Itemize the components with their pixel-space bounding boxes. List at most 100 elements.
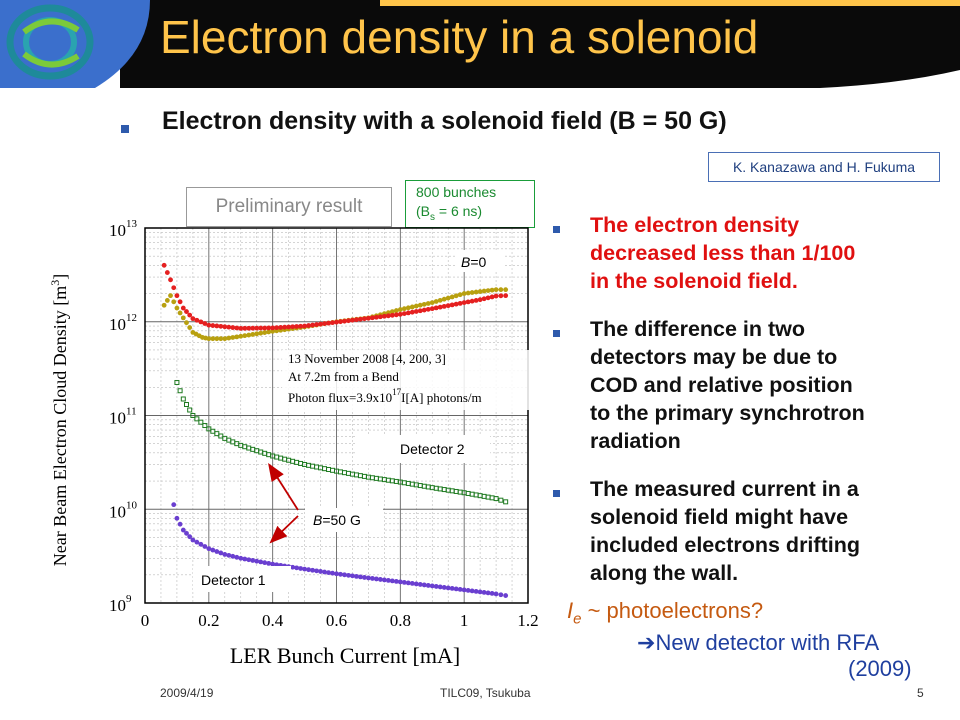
data-point	[481, 288, 487, 294]
data-point	[342, 572, 347, 578]
data-point	[278, 455, 284, 461]
detector2-label: Detector 2	[400, 441, 465, 457]
x-tick-label: 1	[460, 611, 469, 630]
data-point	[161, 262, 167, 268]
data-point	[246, 557, 252, 563]
data-point	[437, 584, 443, 590]
x-tick-label: 0.8	[390, 611, 411, 630]
data-point	[421, 307, 427, 313]
data-point	[453, 488, 459, 494]
x-tick-label: 0.2	[198, 611, 219, 630]
data-point	[202, 544, 208, 549]
data-point	[334, 319, 339, 325]
data-point	[346, 572, 351, 578]
data-point	[334, 571, 339, 577]
data-point	[485, 590, 491, 596]
x-tick-label: 1.2	[517, 611, 538, 630]
data-point	[258, 559, 264, 565]
data-point	[171, 502, 177, 508]
data-point	[441, 303, 447, 309]
footer-date: 2009/4/19	[160, 686, 214, 700]
bullet-icon	[553, 226, 560, 233]
data-point	[164, 270, 170, 275]
data-point	[190, 413, 196, 418]
data-point	[350, 317, 355, 323]
data-point	[429, 300, 435, 306]
data-point	[238, 555, 244, 561]
data-point	[453, 301, 459, 307]
data-point	[184, 320, 189, 326]
data-point	[345, 470, 351, 476]
data-point	[377, 577, 383, 582]
x-tick-label: 0	[141, 611, 150, 630]
data-point	[358, 316, 363, 322]
data-point	[409, 581, 415, 586]
data-point	[465, 299, 471, 305]
data-point	[298, 323, 303, 329]
data-point	[362, 316, 367, 322]
data-point	[366, 315, 371, 321]
data-point	[457, 292, 463, 298]
data-point	[174, 515, 180, 521]
data-point	[222, 336, 228, 342]
data-point	[187, 325, 193, 330]
data-point	[457, 586, 463, 592]
data-point	[246, 445, 252, 451]
data-point	[389, 578, 395, 584]
annotation-line-1: 13 November 2008 [4, 200, 3]	[288, 351, 446, 366]
y-tick-label: 1012	[109, 312, 137, 334]
data-point	[433, 305, 439, 311]
data-point	[298, 566, 303, 571]
data-point	[330, 467, 336, 473]
data-point	[266, 452, 272, 458]
data-point	[393, 578, 399, 584]
subtitle: Electron density with a solenoid field (…	[162, 107, 727, 135]
credit-box: K. Kanazawa and H. Fukuma	[708, 152, 940, 182]
data-point	[206, 336, 212, 342]
data-point	[202, 423, 208, 429]
data-point	[489, 294, 495, 300]
data-point	[362, 575, 367, 580]
note-measured-current: The measured current in a solenoid field…	[590, 477, 860, 585]
data-point	[258, 449, 264, 455]
note-detector-difference: The difference in two detectors may be d…	[590, 317, 865, 453]
series-B0_det2	[161, 287, 509, 342]
data-point	[437, 304, 443, 310]
detector1-label: Detector 1	[201, 572, 266, 588]
bunch-count: 800 bunches	[416, 184, 497, 200]
data-point	[266, 325, 272, 331]
data-point	[290, 324, 296, 330]
data-point	[258, 330, 264, 336]
data-point	[485, 494, 491, 500]
data-point	[266, 560, 272, 566]
data-point	[234, 334, 240, 340]
data-point	[485, 288, 491, 293]
data-point	[373, 576, 379, 582]
data-point	[421, 301, 427, 307]
data-point	[270, 561, 276, 567]
series-B0_det1	[161, 262, 509, 331]
data-point	[218, 336, 224, 342]
series-B50_det2	[174, 379, 509, 505]
data-point	[322, 321, 327, 327]
x-tick-label: 0.6	[326, 611, 347, 630]
data-point	[206, 322, 212, 328]
data-point	[222, 551, 228, 557]
data-point	[453, 586, 459, 592]
data-point	[409, 481, 415, 487]
data-point	[369, 475, 375, 481]
data-point	[401, 579, 407, 585]
data-point	[366, 575, 371, 581]
data-point	[168, 293, 173, 299]
data-point	[421, 483, 427, 489]
data-point	[262, 325, 268, 331]
data-point	[262, 330, 268, 335]
annotation-line-2: At 7.2m from a Bend	[288, 369, 399, 384]
data-point	[473, 492, 479, 498]
data-point	[274, 454, 280, 460]
data-point	[405, 310, 411, 316]
data-point	[353, 472, 359, 478]
data-point	[246, 325, 252, 331]
data-point	[242, 325, 248, 331]
data-point	[202, 321, 208, 326]
